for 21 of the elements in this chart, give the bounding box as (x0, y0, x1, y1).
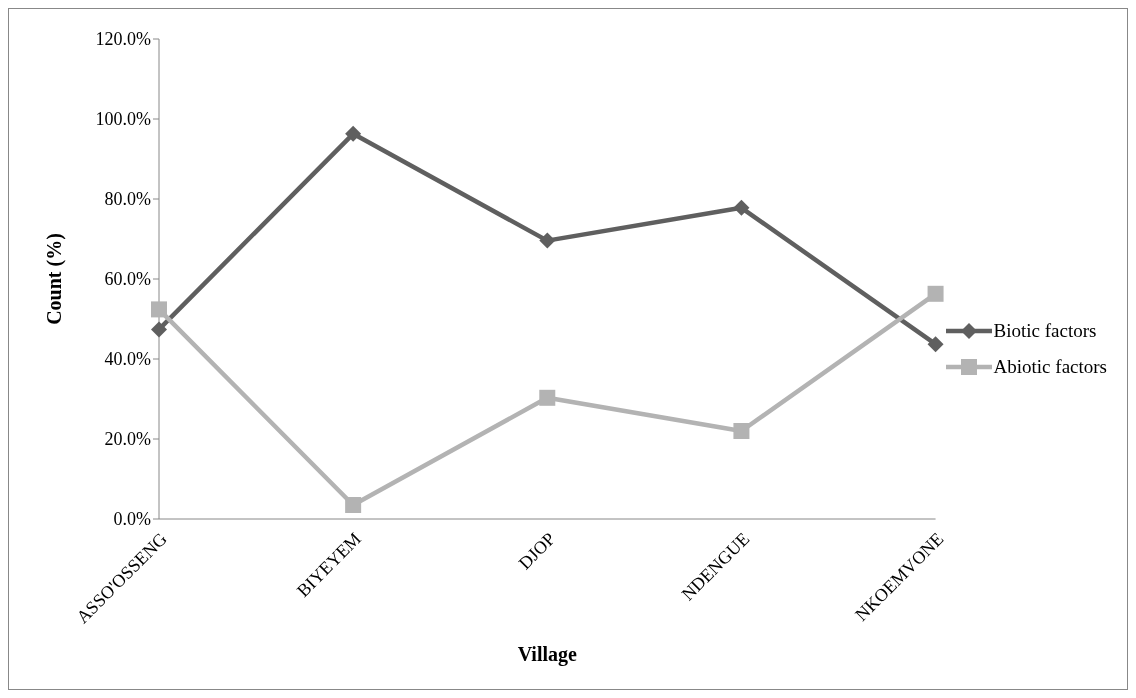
y-tick-label: 60.0% (104, 269, 151, 290)
point (345, 497, 362, 513)
legend-label: Abiotic factors (993, 356, 1107, 378)
point (345, 125, 362, 142)
y-tick-label: 20.0% (104, 429, 151, 450)
point (539, 232, 556, 249)
point (927, 336, 944, 353)
point (733, 199, 750, 216)
y-tick-label: 0.0% (113, 509, 151, 530)
y-tick-label: 40.0% (104, 349, 151, 370)
y-axis-title: Count (%) (43, 233, 67, 325)
y-tick-label: 80.0% (104, 189, 151, 210)
y-tick-label: 100.0% (95, 109, 151, 130)
point (927, 285, 944, 302)
x-axis-title: Village (517, 643, 578, 666)
point (539, 389, 556, 406)
point (733, 423, 750, 439)
y-tick-label: 120.0% (95, 29, 151, 50)
point (151, 321, 167, 338)
point (151, 301, 167, 318)
legend-label: Biotic factors (993, 320, 1097, 342)
